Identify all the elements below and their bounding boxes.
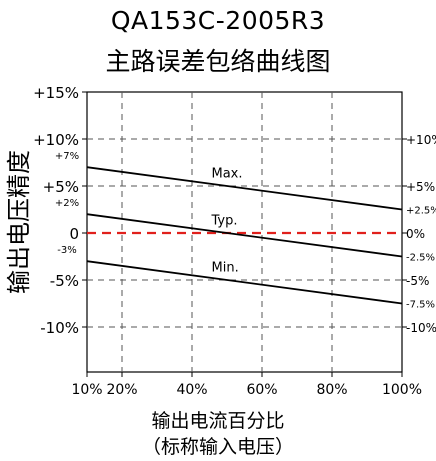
y-tick-label-right: 0% <box>406 227 425 241</box>
series-name-label: Typ. <box>211 214 238 229</box>
y-tick-label-left: +10% <box>33 131 79 149</box>
y-tick-label-right: -10% <box>406 321 436 335</box>
series-end-label: -2.5% <box>406 253 435 264</box>
page-title: QA153C-2005R3 <box>110 6 326 35</box>
y-tick-label-right: +10% <box>406 133 436 147</box>
x-tick-label: 10% <box>71 382 102 398</box>
y-tick-label-left: +5% <box>43 178 79 196</box>
page-subtitle: 主路误差包络曲线图 <box>105 47 331 76</box>
series-start-label: -3% <box>57 245 76 256</box>
y-tick-label-right: -5% <box>406 274 429 288</box>
x-tick-label: 40% <box>176 382 207 398</box>
series-end-label: -7.5% <box>406 300 435 311</box>
series-end-label: +2.5% <box>406 206 436 217</box>
x-axis-sublabel: （标称输入电压） <box>141 436 294 458</box>
x-tick-label: 60% <box>246 382 277 398</box>
series-line-typ <box>86 213 403 258</box>
y-tick-label-left: -5% <box>50 272 79 290</box>
series-name-label: Max. <box>212 167 243 182</box>
y-tick-label-right: +5% <box>406 180 435 194</box>
y-tick-label-left: -10% <box>40 319 79 337</box>
y-tick-label-left: 0 <box>69 225 79 243</box>
series-line-min <box>86 260 403 305</box>
series-start-label: +7% <box>55 151 79 162</box>
y-axis-label: 输出电压精度 <box>5 150 33 294</box>
series-start-label: +2% <box>55 198 79 209</box>
x-tick-label: 100% <box>382 382 422 398</box>
series-name-label: Min. <box>212 261 239 276</box>
series-line-max <box>86 166 403 211</box>
x-axis-label: 输出电流百分比 <box>151 410 285 432</box>
x-tick-label: 20% <box>106 382 137 398</box>
y-tick-label-left: +15% <box>33 84 79 102</box>
x-tick-label: 80% <box>316 382 347 398</box>
